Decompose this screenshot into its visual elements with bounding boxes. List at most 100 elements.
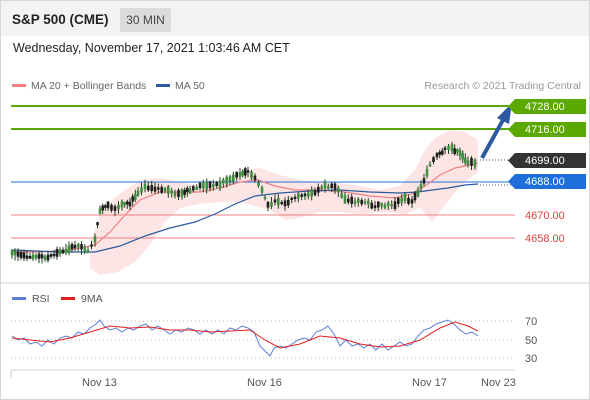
candle-body [380, 202, 383, 207]
legend-ma20: MA 20 + Bollinger Bands [12, 80, 146, 92]
candle-body [353, 200, 357, 204]
legend-ma50-label: MA 50 [175, 80, 205, 92]
candle-body [101, 205, 104, 211]
candle-body [458, 150, 462, 156]
candle-body [192, 186, 195, 191]
candle-body [333, 183, 337, 190]
rsi-legend-label: RSI [32, 293, 50, 305]
candle-body [320, 186, 323, 189]
candle-body [113, 206, 117, 211]
candle-body [43, 256, 47, 260]
price-label-4658: 4658.00 [525, 233, 565, 245]
candle-body [400, 197, 403, 203]
candle-body [473, 159, 477, 168]
candle-body [373, 205, 377, 209]
candle-body [260, 187, 264, 193]
x-label-nov13: Nov 13 [82, 377, 117, 389]
ma50-swatch [156, 83, 170, 87]
candle-body [77, 243, 80, 248]
ma9-swatch [61, 297, 75, 300]
candle-body [73, 244, 77, 249]
candle-body [330, 183, 333, 188]
rsi-legend: RSI 9MA [12, 293, 103, 305]
candle-body [58, 249, 62, 255]
candle-body [263, 196, 267, 199]
x-label-nov17: Nov 17 [412, 377, 447, 389]
rsi-tick-30: 30 [525, 353, 537, 365]
candle-body [104, 205, 107, 208]
candle-body [31, 254, 35, 260]
candle-body [313, 190, 317, 196]
price-label-4688: 4688.00 [508, 174, 586, 189]
candle-body [438, 151, 441, 155]
candle-body [86, 249, 90, 253]
rsi-swatch [12, 297, 26, 300]
candle-body [40, 254, 44, 259]
candle-body [367, 200, 370, 205]
candle-body [222, 179, 225, 184]
candle-body [37, 253, 41, 259]
candle-body [19, 252, 23, 258]
candle-body [337, 187, 340, 193]
candle-body [317, 187, 320, 193]
candle-body [300, 194, 303, 197]
candle-body [244, 168, 247, 176]
candle-body [16, 251, 20, 257]
timeframe-badge[interactable]: 30 MIN [120, 8, 171, 32]
candle-body [327, 186, 330, 189]
candle-body [419, 184, 423, 189]
rsi-tick-50: 50 [525, 335, 537, 347]
x-label-nov16: Nov 16 [247, 377, 282, 389]
candle-body [447, 145, 450, 150]
candle-body [453, 148, 456, 155]
candle-body [432, 157, 435, 162]
candle-body [147, 185, 150, 191]
candle-body [93, 236, 97, 243]
candle-body [283, 200, 287, 207]
candle-body [235, 171, 238, 178]
candle-body [470, 157, 473, 166]
candle-body [170, 190, 173, 194]
target-arrow-head [497, 103, 512, 124]
candle-body [136, 190, 140, 196]
candle-body [241, 170, 244, 176]
candle-body [131, 196, 134, 202]
candle-body [117, 204, 120, 210]
price-label-4699: 4699.00 [508, 153, 586, 168]
candle-body [153, 186, 157, 192]
price-label-4670: 4670.00 [525, 210, 565, 222]
candle-body [410, 199, 414, 204]
candle-body [123, 202, 126, 205]
candle-body [390, 204, 393, 207]
candle-body [310, 189, 313, 197]
candle-body [383, 204, 387, 209]
candle-body [188, 188, 192, 194]
candle-body [297, 193, 300, 199]
candle-body [180, 189, 184, 197]
candle-body [246, 170, 250, 173]
candle-body [343, 195, 347, 204]
candle-body [150, 185, 153, 191]
candle-body [173, 192, 177, 197]
ma20-line [12, 162, 479, 253]
candle-body [370, 202, 373, 209]
candle-body [347, 198, 350, 203]
candle-body [110, 204, 113, 211]
candle-body [273, 199, 277, 203]
candle-body [393, 201, 397, 209]
candle-body [225, 176, 228, 185]
ma50-line [11, 183, 479, 253]
candle-body [422, 178, 426, 184]
candle-body [350, 196, 353, 204]
candle-body [186, 188, 189, 192]
candle-body [266, 201, 270, 208]
candle-body [212, 184, 215, 187]
candle-body [277, 198, 280, 206]
candle-body [257, 182, 260, 186]
candle-body [397, 197, 400, 204]
candle-body [357, 198, 360, 203]
candle-body [215, 182, 218, 186]
candle-body [167, 186, 170, 194]
ma9-legend-label: 9MA [81, 293, 103, 305]
